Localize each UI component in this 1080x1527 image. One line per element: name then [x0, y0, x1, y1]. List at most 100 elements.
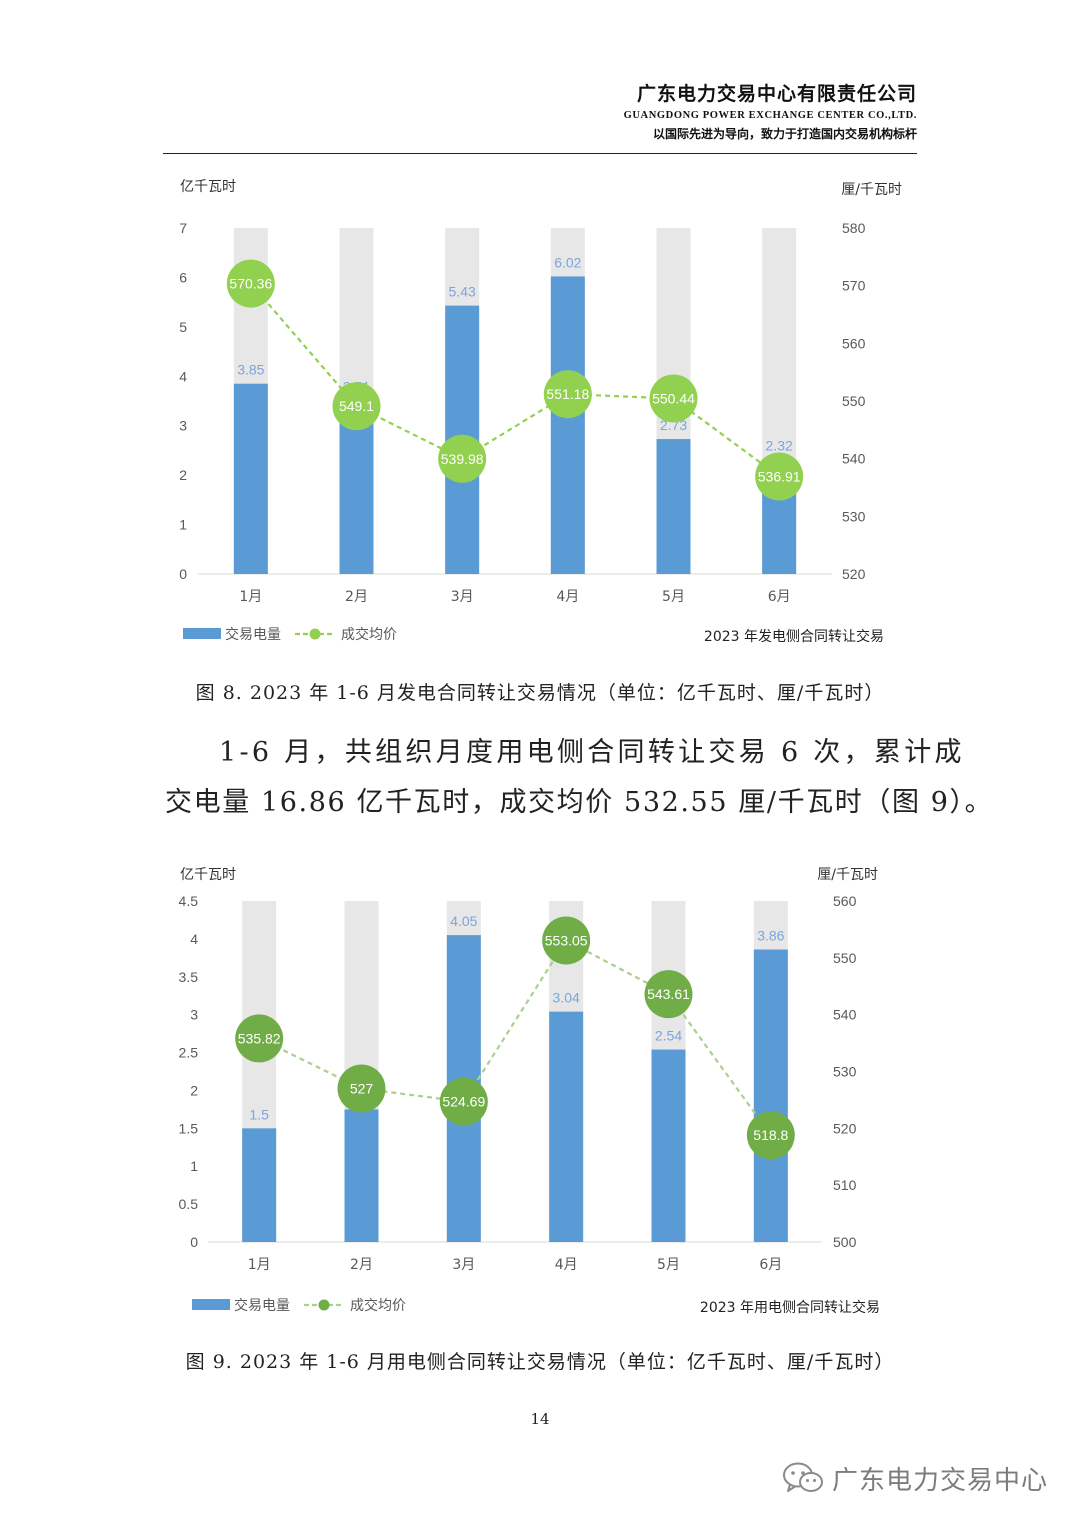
- price-marker: [755, 452, 804, 501]
- y-tick-label: 0: [190, 1234, 198, 1250]
- y-tick-label: 7: [179, 220, 187, 236]
- figure-8-chart: 亿千瓦时 厘/千瓦时 0 1 2 3 4 5 6 7 520 530 540 550 560 570 580 3.…: [0, 170, 1080, 660]
- price-marker: [337, 1064, 386, 1113]
- y-tick-label: 2.5: [179, 1045, 199, 1061]
- chart-title: 2023 年用电侧合同转让交易: [700, 1299, 880, 1316]
- y2-tick-label: 520: [833, 1120, 857, 1136]
- y-tick-label: 1: [190, 1158, 198, 1174]
- wechat-icon: [783, 1462, 823, 1492]
- y2-axis-title: 厘/千瓦时: [817, 867, 878, 883]
- price-value-label: 524.69: [442, 1094, 485, 1110]
- figure-9-caption: 图 9. 2023 年 1-6 月用电侧合同转让交易情况（单位：亿千瓦时、厘/千…: [185, 1351, 895, 1373]
- y2-tick-label: 540: [833, 1007, 857, 1023]
- bar: [651, 1049, 686, 1242]
- price-marker: [746, 1111, 795, 1160]
- price-line: [258, 939, 772, 1136]
- figure-8-caption: 图 8. 2023 年 1-6 月发电合同转让交易情况（单位：亿千瓦时、厘/千瓦…: [195, 682, 885, 704]
- watermark: 广东电力交易中心: [782, 1458, 1048, 1498]
- price-marker: [542, 916, 591, 965]
- x-tick-label: 1月: [239, 589, 262, 605]
- bar: [656, 439, 691, 574]
- y2-tick-label: 500: [833, 1234, 857, 1250]
- watermark-text: 广东电力交易中心: [832, 1465, 1049, 1496]
- x-tick-label: 5月: [662, 589, 685, 605]
- legend-line-label: 成交均价: [341, 626, 397, 643]
- price-marker: [226, 259, 275, 308]
- y2-tick-label: 560: [842, 335, 866, 351]
- y-tick-label: 2: [179, 467, 187, 483]
- y-tick-label: 0: [179, 566, 187, 582]
- y2-tick-label: 530: [833, 1064, 857, 1080]
- bar: [233, 383, 268, 574]
- x-tick-label: 5月: [657, 1257, 680, 1273]
- bar-value-label: 3.85: [237, 362, 264, 378]
- legend-marker-swatch: [318, 1299, 330, 1311]
- y2-tick-label: 540: [842, 451, 866, 467]
- price-marker: [439, 1077, 488, 1126]
- legend-bar-swatch: [183, 628, 221, 639]
- price-line: [250, 282, 780, 478]
- y-tick-label: 6: [179, 269, 187, 285]
- price-value-label: 551.18: [546, 386, 589, 402]
- y2-tick-label: 510: [833, 1177, 857, 1193]
- bar: [344, 1109, 379, 1242]
- bar-value-label: 3.04: [553, 990, 580, 1006]
- body-paragraph: 1-6 月，共组织月度用电侧合同转让交易 6 次，累计成 交电量 16.86 亿…: [165, 728, 994, 828]
- bar-value-label: 1.5: [249, 1106, 269, 1122]
- legend-marker-swatch: [309, 628, 321, 640]
- legend-bar-swatch: [192, 1299, 230, 1310]
- x-tick-label: 6月: [759, 1257, 782, 1273]
- x-tick-label: 1月: [248, 1257, 271, 1273]
- y-axis-title: 亿千瓦时: [180, 867, 236, 883]
- paragraph-line-1: 1-6 月，共组织月度用电侧合同转让交易 6 次，累计成: [219, 737, 965, 768]
- price-value-label: 553.05: [545, 932, 588, 948]
- bar-value-label: 2.32: [766, 437, 793, 453]
- y2-tick-label: 550: [842, 393, 866, 409]
- bar: [550, 276, 585, 574]
- y-tick-label: 4: [190, 931, 198, 947]
- price-value-label: 539.98: [441, 451, 484, 467]
- y2-tick-label: 520: [842, 566, 866, 582]
- x-tick-label: 6月: [768, 589, 791, 605]
- bar-value-label: 5.43: [449, 284, 476, 300]
- price-value-label: 536.91: [758, 468, 801, 484]
- price-marker: [332, 382, 381, 431]
- price-value-label: 543.61: [647, 986, 690, 1002]
- y-axis-title: 亿千瓦时: [180, 179, 236, 195]
- y2-tick-label: 580: [842, 220, 866, 236]
- header-divider: [163, 153, 917, 154]
- bar-value-label: 4.05: [450, 913, 477, 929]
- price-marker: [644, 970, 693, 1019]
- y-tick-label: 4.5: [179, 893, 199, 909]
- y-tick-label: 4: [179, 368, 187, 384]
- price-value-label: 549.1: [339, 398, 374, 414]
- y2-tick-label: 570: [842, 278, 866, 294]
- company-slogan: 以国际先进为导向，致力于打造国内交易机构标杆: [652, 127, 917, 141]
- legend-line-label: 成交均价: [350, 1297, 406, 1314]
- x-tick-label: 3月: [451, 589, 474, 605]
- y-tick-label: 1.5: [179, 1120, 199, 1136]
- x-tick-label: 3月: [452, 1257, 475, 1273]
- bar-value-label: 2.54: [655, 1028, 682, 1044]
- legend-bar-label: 交易电量: [225, 626, 281, 643]
- y-tick-label: 0.5: [179, 1196, 199, 1212]
- bar-value-label: 6.02: [554, 254, 581, 270]
- price-marker: [235, 1014, 284, 1063]
- bar: [753, 949, 788, 1242]
- y-tick-label: 3.5: [179, 969, 199, 985]
- legend-bar-label: 交易电量: [234, 1297, 290, 1314]
- price-value-label: 535.82: [238, 1030, 281, 1046]
- y2-axis-title: 厘/千瓦时: [841, 182, 902, 198]
- bar: [242, 1128, 277, 1242]
- price-value-label: 550.44: [652, 390, 695, 406]
- x-tick-label: 2月: [345, 589, 368, 605]
- chart-title: 2023 年发电侧合同转让交易: [704, 628, 884, 645]
- x-tick-label: 4月: [555, 1257, 578, 1273]
- price-value-label: 527: [350, 1081, 374, 1097]
- page-number: 14: [530, 1410, 550, 1428]
- x-tick-label: 2月: [350, 1257, 373, 1273]
- y-tick-label: 2: [190, 1082, 198, 1098]
- paragraph-line-2: 交电量 16.86 亿千瓦时，成交均价 532.55 厘/千瓦时（图 9）。: [165, 787, 994, 818]
- company-name-cn: 广东电力交易中心有限责任公司: [636, 83, 917, 105]
- bar-value-label: 3.86: [757, 927, 784, 943]
